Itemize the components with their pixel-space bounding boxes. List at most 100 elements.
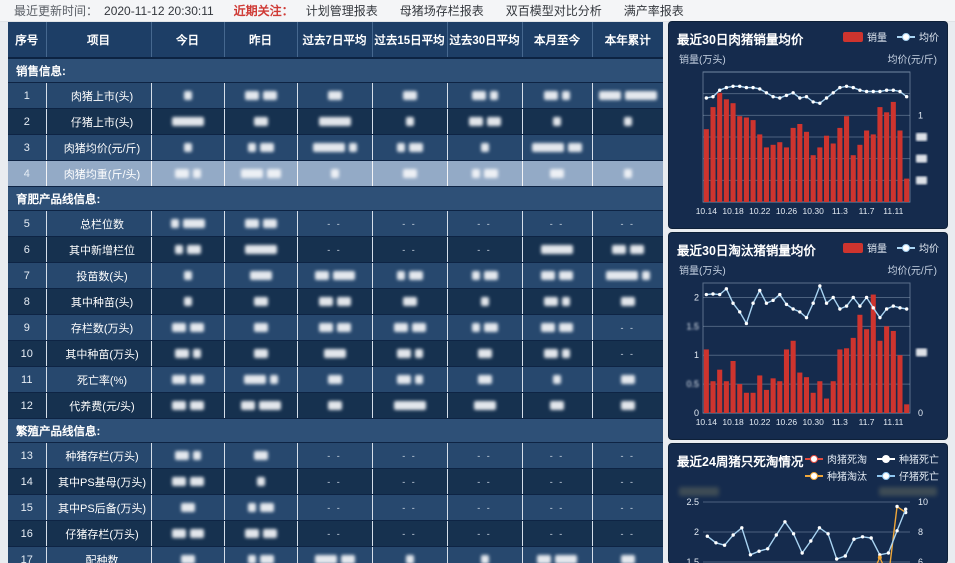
table-data-row-6[interactable]: 6 其中新增栏位 - - - - - - (8, 236, 663, 263)
no-data-dash: - - (327, 450, 342, 461)
topbar-link-2[interactable]: 母猪场存栏报表 (399, 4, 484, 18)
table-data-row-5[interactable]: 5 总栏位数 - - - - - - - - - - (8, 210, 663, 237)
no-data-dash: - - (620, 528, 635, 539)
table-data-row-3[interactable]: 3 肉猪均价(元/斤) (8, 134, 663, 161)
svg-text:2: 2 (694, 527, 699, 537)
no-data-dash: - - (327, 244, 342, 255)
topbar-link-3[interactable]: 双百模型对比分析 (505, 4, 602, 18)
no-data-dash: - - (477, 502, 492, 513)
row-number: 15 (8, 494, 47, 521)
data-cell (372, 546, 448, 563)
data-cell (297, 340, 373, 367)
table-data-row-10[interactable]: 10 其中种苗(万头) - - (8, 340, 663, 367)
redacted-value (623, 117, 632, 127)
svg-text:10.14: 10.14 (696, 417, 718, 427)
redacted-value (189, 477, 204, 487)
redacted-value (174, 169, 189, 179)
redacted-value (396, 375, 411, 385)
legend-item-price[interactable]: 均价 (897, 29, 939, 44)
redacted-value (174, 245, 183, 255)
data-cell (151, 108, 225, 135)
table-data-row-7[interactable]: 7 投苗数(头) (8, 262, 663, 289)
redacted-value (396, 271, 405, 281)
no-data-dash: - - (327, 528, 342, 539)
redacted-value (541, 245, 573, 255)
legend-item-sales[interactable]: 销量 (843, 29, 887, 44)
data-cell (522, 366, 593, 393)
data-cell (297, 108, 373, 135)
redacted-value (396, 143, 405, 153)
data-cell (372, 160, 448, 187)
table-data-row-4[interactable]: 4 肉猪均重(斤/头) (8, 160, 663, 187)
redacted-value (249, 271, 272, 281)
redacted-value (480, 555, 489, 563)
redacted-value (348, 143, 357, 153)
legend-item-breeder-cull[interactable]: 种猪淘汰 (805, 468, 867, 483)
redacted-value (323, 349, 346, 359)
table-section-row: 育肥产品线信息: (8, 186, 663, 211)
table-data-row-2[interactable]: 2 仔猪上市(头) (8, 108, 663, 135)
data-cell (224, 236, 298, 263)
data-cell (592, 288, 663, 315)
table-data-row-12[interactable]: 12 代养费(元/头) (8, 392, 663, 419)
redacted-value (605, 271, 638, 281)
data-cell (372, 340, 448, 367)
redacted-value (336, 297, 351, 307)
data-cell (522, 314, 593, 341)
svg-text:1: 1 (918, 110, 923, 120)
row-label: 仔猪存栏(万头) (46, 520, 152, 547)
redacted-value (408, 271, 423, 281)
row-label: 仔猪上市(头) (46, 108, 152, 135)
redacted-value (544, 91, 558, 101)
svg-text:1.5: 1.5 (686, 321, 699, 331)
legend-item-piglet-death[interactable]: 仔猪死亡 (877, 468, 939, 483)
topbar-link-4[interactable]: 满产率报表 (623, 4, 684, 18)
axis-label-left: 销量(万头) (679, 55, 726, 66)
table-section-row: 销售信息: (8, 58, 663, 83)
sales-bars-series (703, 294, 910, 413)
chart1-canvas: 1 10.14 10.18 10.22 10.26 10.30 11.3 11.7 11.11 (677, 66, 939, 228)
legend-label: 肉猪死淘 (827, 455, 867, 466)
table-data-row-9[interactable]: 9 存栏数(万头) - - (8, 314, 663, 341)
redacted-value (253, 323, 268, 333)
legend-item-sales[interactable]: 销量 (843, 240, 887, 255)
no-data-dash: - - (549, 528, 565, 539)
table-data-row-1[interactable]: 1 肉猪上市(头) (8, 82, 663, 109)
row-number: 17 (8, 546, 47, 563)
topbar-link-1[interactable]: 计划管理报表 (305, 4, 378, 18)
svg-text:11.7: 11.7 (859, 206, 875, 216)
no-data-dash: - - (620, 218, 635, 229)
redacted-value (269, 375, 278, 385)
legend-item-pig-cull[interactable]: 肉猪死淘 (805, 451, 867, 466)
data-cell (151, 314, 225, 341)
legend-label: 销量 (867, 33, 887, 44)
redacted-value (532, 143, 564, 153)
data-cell (151, 160, 225, 187)
data-cell (592, 392, 663, 419)
table-data-row-11[interactable]: 11 死亡率(%) (8, 366, 663, 393)
row-number: 8 (8, 288, 47, 315)
table-data-row-17[interactable]: 17 配种数 (8, 546, 663, 563)
no-data-dash: - - (327, 476, 342, 487)
table-data-row-8[interactable]: 8 其中种苗(头) (8, 288, 663, 315)
table-data-row-14[interactable]: 14 其中PS基母(万头) - - - - - - - - - - (8, 468, 663, 495)
redacted-value (259, 555, 274, 563)
table-data-row-16[interactable]: 16 仔猪存栏(万头) - - - - - - - - - - (8, 520, 663, 547)
row-label: 存栏数(万头) (46, 314, 152, 341)
legend-item-breeder-death[interactable]: 种猪死亡 (877, 451, 939, 466)
data-cell (151, 288, 225, 315)
legend-item-price[interactable]: 均价 (897, 240, 939, 255)
table-data-row-13[interactable]: 13 种猪存栏(万头) - - - - - - - - - - (8, 442, 663, 469)
line-dot-icon (805, 454, 823, 464)
data-cell: - - (592, 314, 663, 341)
redacted-value (480, 297, 489, 307)
redacted-value (402, 91, 417, 101)
table-data-row-15[interactable]: 15 其中PS后备(万头) - - - - - - - - - - (8, 494, 663, 521)
data-cell (224, 340, 298, 367)
data-cell (151, 262, 225, 289)
row-label: 其中PS基母(万头) (46, 468, 152, 495)
redacted-value (314, 555, 337, 563)
data-cell: - - (447, 442, 523, 469)
svg-text:10.18: 10.18 (722, 417, 744, 427)
redacted-value (411, 323, 426, 333)
